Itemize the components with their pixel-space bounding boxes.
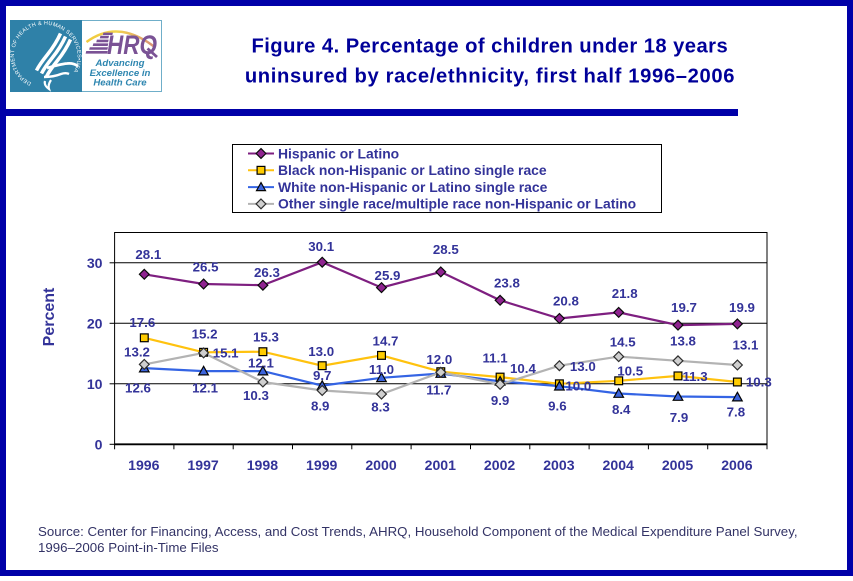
svg-text:2004: 2004 bbox=[603, 457, 635, 473]
svg-text:1998: 1998 bbox=[247, 457, 279, 473]
svg-text:13.1: 13.1 bbox=[732, 338, 758, 353]
svg-text:12.6: 12.6 bbox=[125, 381, 151, 396]
svg-text:HRQ: HRQ bbox=[107, 30, 157, 60]
svg-text:11.3: 11.3 bbox=[683, 369, 708, 384]
svg-text:11.7: 11.7 bbox=[426, 383, 451, 398]
svg-text:19.9: 19.9 bbox=[729, 300, 755, 315]
svg-text:26.3: 26.3 bbox=[254, 265, 280, 280]
svg-text:White non-Hispanic or Latino s: White non-Hispanic or Latino single race bbox=[278, 179, 548, 195]
svg-text:20: 20 bbox=[87, 315, 103, 331]
svg-text:21.8: 21.8 bbox=[612, 286, 638, 301]
svg-text:8.9: 8.9 bbox=[311, 399, 330, 414]
svg-text:13.2: 13.2 bbox=[124, 344, 150, 359]
svg-text:15.3: 15.3 bbox=[253, 330, 279, 345]
svg-text:1996: 1996 bbox=[128, 457, 160, 473]
svg-text:15.1: 15.1 bbox=[213, 346, 239, 361]
svg-text:12.0: 12.0 bbox=[426, 352, 452, 367]
svg-text:15.2: 15.2 bbox=[192, 326, 218, 341]
svg-text:30.1: 30.1 bbox=[308, 239, 334, 254]
svg-text:13.0: 13.0 bbox=[570, 359, 596, 374]
svg-text:0: 0 bbox=[95, 436, 103, 452]
svg-text:Other single race/multiple rac: Other single race/multiple race non-Hisp… bbox=[278, 196, 636, 212]
svg-text:12.1: 12.1 bbox=[248, 356, 274, 371]
svg-text:17.6: 17.6 bbox=[129, 315, 155, 330]
svg-text:28.5: 28.5 bbox=[433, 242, 459, 257]
svg-text:1996–2006 Point-in-Time Files: 1996–2006 Point-in-Time Files bbox=[38, 540, 219, 555]
svg-text:10: 10 bbox=[87, 376, 103, 392]
svg-text:8.4: 8.4 bbox=[612, 402, 631, 417]
svg-text:Advancing: Advancing bbox=[94, 58, 144, 69]
svg-text:uninsured by race/ethnicity, f: uninsured by race/ethnicity, first half … bbox=[245, 66, 735, 88]
svg-text:12.1: 12.1 bbox=[192, 381, 218, 396]
svg-text:11.0: 11.0 bbox=[369, 362, 394, 377]
svg-text:Figure 4. Percentage of childr: Figure 4. Percentage of children under 1… bbox=[251, 36, 728, 58]
svg-text:13.8: 13.8 bbox=[670, 333, 696, 348]
svg-text:1997: 1997 bbox=[187, 457, 219, 473]
svg-text:10.5: 10.5 bbox=[617, 363, 643, 378]
svg-text:2006: 2006 bbox=[721, 457, 753, 473]
svg-text:Excellence in: Excellence in bbox=[90, 68, 151, 79]
svg-text:Black non-Hispanic or Latino s: Black non-Hispanic or Latino single race bbox=[278, 162, 547, 178]
svg-text:2000: 2000 bbox=[365, 457, 397, 473]
svg-text:8.3: 8.3 bbox=[371, 400, 390, 415]
svg-text:26.5: 26.5 bbox=[193, 260, 219, 275]
svg-text:9.9: 9.9 bbox=[491, 393, 510, 408]
svg-text:Source: Center for Financing,: Source: Center for Financing, Access, an… bbox=[38, 524, 798, 539]
svg-text:7.8: 7.8 bbox=[727, 405, 746, 420]
svg-text:10.3: 10.3 bbox=[243, 388, 269, 403]
svg-text:28.1: 28.1 bbox=[135, 247, 161, 262]
svg-text:1999: 1999 bbox=[306, 457, 338, 473]
svg-text:10.3: 10.3 bbox=[746, 375, 772, 390]
svg-text:Hispanic or Latino: Hispanic or Latino bbox=[278, 145, 399, 161]
svg-text:9.6: 9.6 bbox=[548, 399, 567, 414]
svg-text:2002: 2002 bbox=[484, 457, 516, 473]
svg-text:25.9: 25.9 bbox=[375, 268, 401, 283]
svg-text:2001: 2001 bbox=[425, 457, 457, 473]
svg-text:20.8: 20.8 bbox=[553, 294, 579, 309]
svg-text:2003: 2003 bbox=[543, 457, 575, 473]
svg-text:14.7: 14.7 bbox=[373, 333, 399, 348]
svg-text:7.9: 7.9 bbox=[670, 410, 689, 425]
svg-text:10.4: 10.4 bbox=[510, 361, 536, 376]
svg-text:19.7: 19.7 bbox=[671, 300, 697, 315]
svg-text:11.1: 11.1 bbox=[483, 351, 509, 366]
svg-text:14.5: 14.5 bbox=[610, 334, 636, 349]
svg-text:Health Care: Health Care bbox=[93, 78, 147, 89]
svg-text:10.0: 10.0 bbox=[565, 378, 591, 393]
svg-text:30: 30 bbox=[87, 255, 103, 271]
svg-text:2005: 2005 bbox=[662, 457, 694, 473]
svg-text:9.7: 9.7 bbox=[313, 368, 332, 383]
svg-text:Percent: Percent bbox=[41, 287, 58, 346]
svg-text:23.8: 23.8 bbox=[494, 276, 520, 291]
svg-text:13.0: 13.0 bbox=[308, 344, 334, 359]
